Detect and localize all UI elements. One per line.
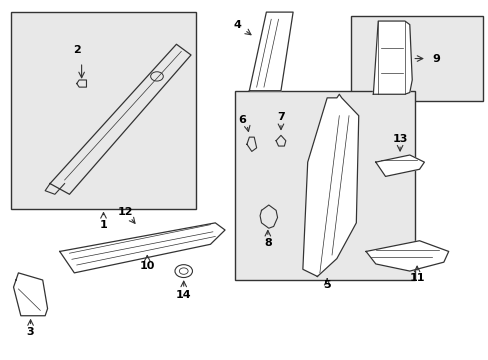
Text: 2: 2 (73, 45, 81, 55)
FancyBboxPatch shape (351, 16, 482, 102)
Polygon shape (302, 94, 358, 276)
Text: 7: 7 (277, 112, 284, 122)
Polygon shape (375, 155, 424, 176)
Text: 5: 5 (323, 280, 330, 291)
FancyBboxPatch shape (11, 12, 196, 208)
Polygon shape (372, 21, 411, 94)
Polygon shape (60, 223, 224, 273)
Text: 8: 8 (264, 238, 271, 248)
Text: 11: 11 (408, 273, 424, 283)
Text: 3: 3 (27, 327, 34, 337)
Polygon shape (249, 12, 292, 91)
Text: 10: 10 (139, 261, 155, 271)
Text: 9: 9 (432, 54, 440, 64)
FancyBboxPatch shape (234, 91, 414, 280)
Text: 13: 13 (391, 134, 407, 144)
Text: 4: 4 (233, 19, 241, 30)
Polygon shape (14, 273, 47, 316)
Polygon shape (366, 241, 448, 271)
Text: 1: 1 (100, 220, 107, 230)
Text: 14: 14 (176, 290, 191, 300)
Text: 12: 12 (118, 207, 133, 217)
Text: 6: 6 (238, 115, 245, 125)
